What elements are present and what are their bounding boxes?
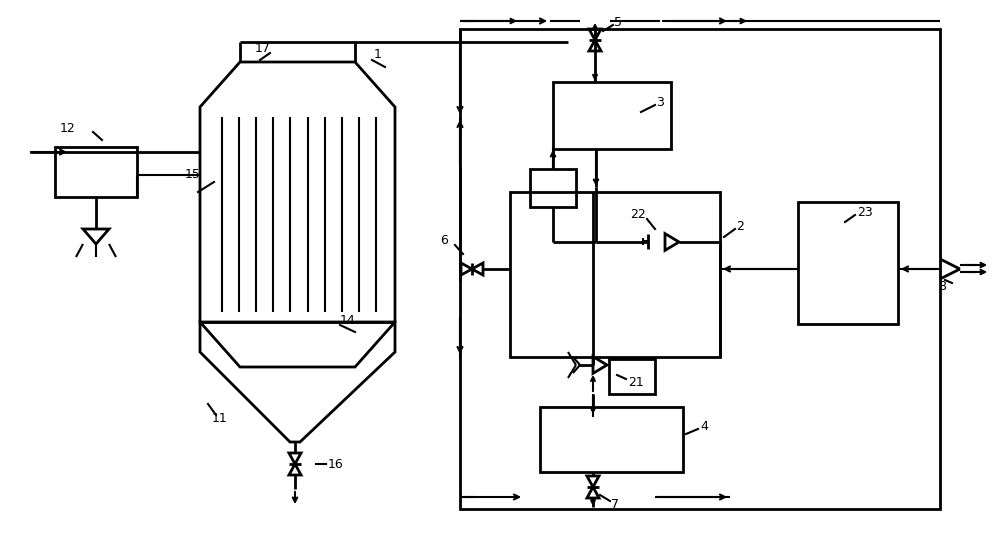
Text: 21: 21 <box>628 375 644 388</box>
Bar <box>55 147 137 197</box>
Text: 17: 17 <box>255 42 271 55</box>
Text: 3: 3 <box>656 97 664 110</box>
Bar <box>553 82 671 149</box>
Text: 11: 11 <box>212 412 228 425</box>
Bar <box>460 29 940 509</box>
Text: 2: 2 <box>736 221 744 234</box>
Text: 7: 7 <box>611 497 619 511</box>
Text: 23: 23 <box>857 206 873 219</box>
Text: 6: 6 <box>440 234 448 246</box>
Text: 22: 22 <box>630 208 646 221</box>
Bar <box>510 192 720 357</box>
Bar <box>798 202 898 324</box>
Text: 8: 8 <box>938 280 946 294</box>
Text: 5: 5 <box>614 17 622 30</box>
Text: 14: 14 <box>340 315 356 328</box>
Bar <box>530 169 576 207</box>
Bar <box>609 359 655 394</box>
Bar <box>540 407 683 472</box>
Text: 12: 12 <box>60 122 76 135</box>
Text: 1: 1 <box>374 48 382 62</box>
Text: 16: 16 <box>328 458 344 470</box>
Text: 4: 4 <box>700 420 708 433</box>
Text: 15: 15 <box>185 168 201 180</box>
